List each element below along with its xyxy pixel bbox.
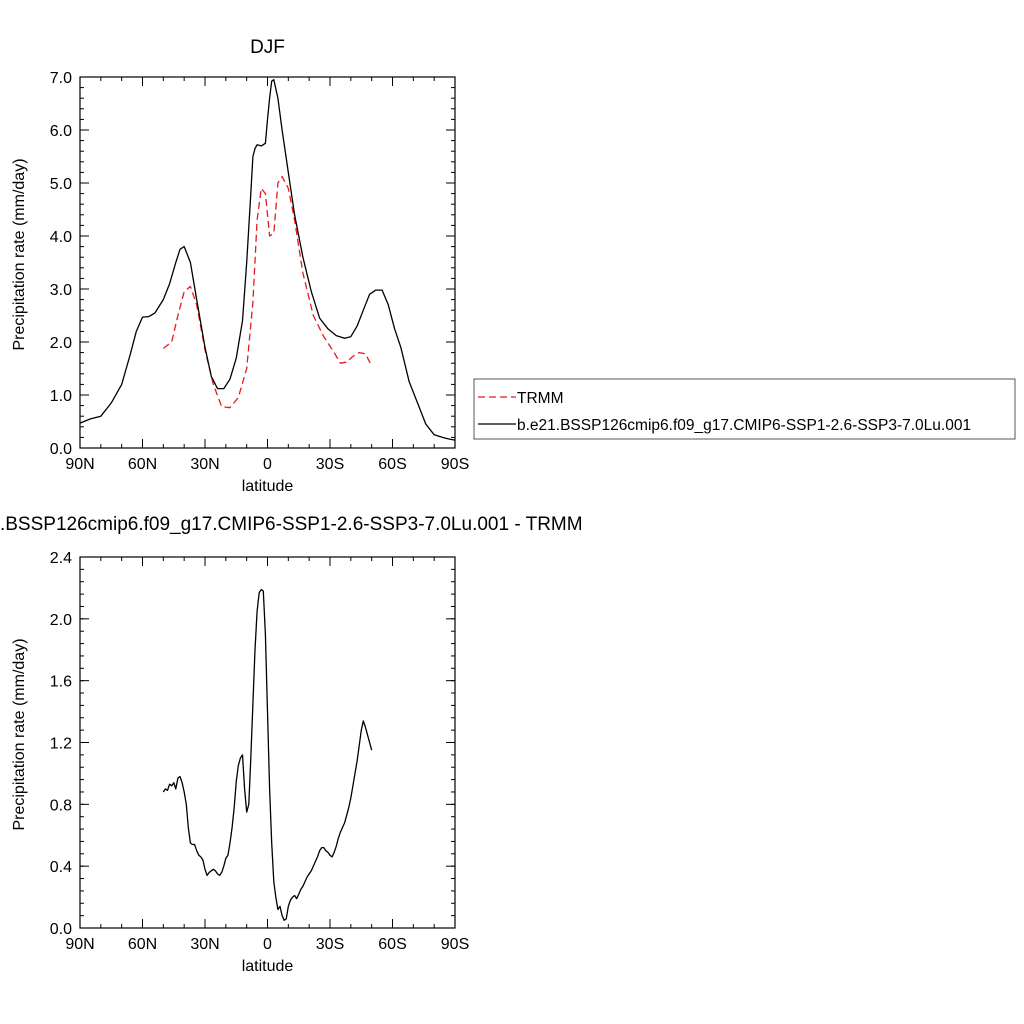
x-tick-label: 60N (128, 456, 157, 473)
y-tick-label: 3.0 (50, 282, 72, 299)
series-line-0 (162, 175, 373, 409)
x-tick-label: 0 (263, 936, 272, 953)
x-tick-label: 90N (65, 456, 94, 473)
x-tick-label: 30N (190, 456, 219, 473)
y-axis-label: Precipitation rate (mm/day) (11, 158, 28, 350)
x-axis-label: latitude (242, 958, 294, 975)
legend-label-0: TRMM (517, 390, 564, 407)
x-tick-label: 30N (190, 936, 219, 953)
y-tick-label: 2.0 (50, 612, 72, 629)
series-line-0 (162, 588, 373, 921)
y-axis-label: Precipitation rate (mm/day) (11, 638, 28, 830)
y-tick-label: 1.6 (50, 674, 72, 691)
top-panel: DJF 90N 60N 30N 0 30S 60S 90S 0.0 1.0 2.0 3.0 4.0 5.0… (11, 37, 1016, 495)
chart-title: b.e21.BSSP126cmip6.f09_g17.CMIP6-SSP1-2.… (0, 514, 583, 535)
x-tick-label: 60S (378, 936, 406, 953)
legend-box (473, 378, 1016, 440)
y-tick-label: 2.0 (50, 335, 72, 352)
x-tick-label: 60N (128, 936, 157, 953)
y-tick-label: 1.2 (50, 736, 72, 753)
y-tick-label: 0.0 (50, 441, 72, 458)
x-tick-label: 60S (378, 456, 406, 473)
plot-frame (79, 556, 456, 929)
y-tick-label: 5.0 (50, 176, 72, 193)
bottom-panel: b.e21.BSSP126cmip6.f09_g17.CMIP6-SSP1-2.… (0, 514, 583, 975)
x-tick-label: 90N (65, 936, 94, 953)
y-tick-label: 2.4 (50, 550, 72, 567)
y-tick-label: 1.0 (50, 388, 72, 405)
y-tick-label: 0.8 (50, 797, 72, 814)
legend-label-1: b.e21.BSSP126cmip6.f09_g17.CMIP6-SSP1-2.… (517, 417, 971, 434)
x-axis-label: latitude (242, 478, 294, 495)
y-tick-label: 6.0 (50, 123, 72, 140)
chart-title: DJF (250, 37, 285, 58)
x-tick-label: 90S (441, 456, 469, 473)
x-tick-label: 0 (263, 456, 272, 473)
y-tick-label: 7.0 (50, 70, 72, 87)
x-tick-label: 30S (316, 936, 344, 953)
series-line-1 (79, 78, 456, 441)
plot-frame (79, 76, 456, 449)
y-tick-label: 0.4 (50, 859, 72, 876)
x-tick-label: 90S (441, 936, 469, 953)
y-tick-label: 0.0 (50, 921, 72, 938)
y-tick-label: 4.0 (50, 229, 72, 246)
x-tick-label: 30S (316, 456, 344, 473)
